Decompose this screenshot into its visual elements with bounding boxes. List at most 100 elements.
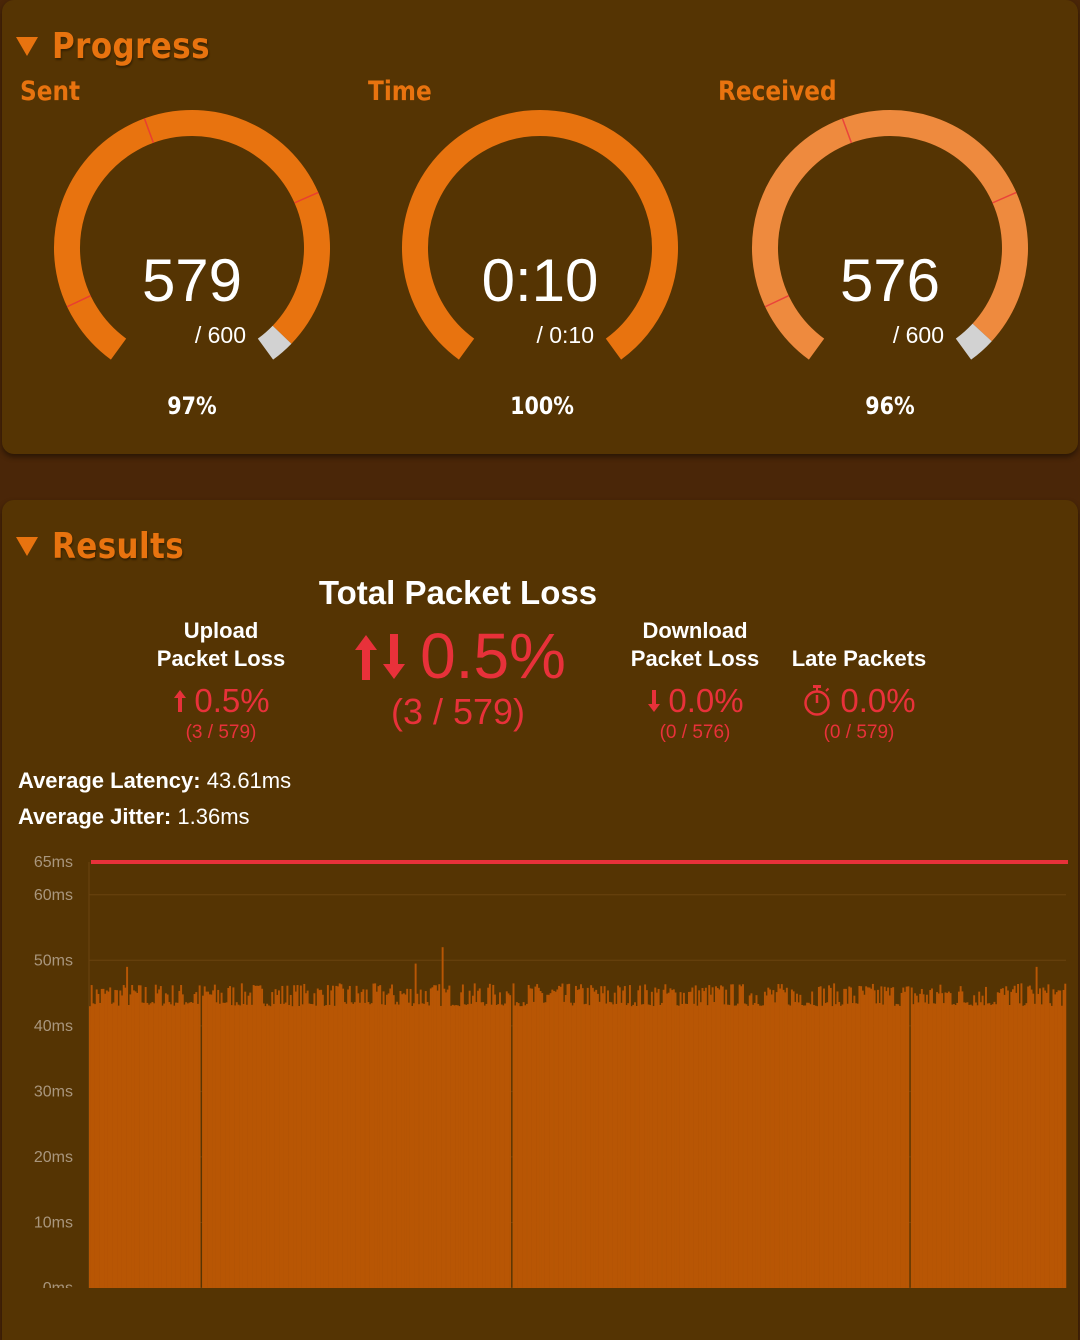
latency-bar xyxy=(247,995,250,1288)
latency-bar xyxy=(404,994,407,1288)
latency-bar xyxy=(114,989,117,1288)
latency-bar xyxy=(237,1004,240,1288)
latency-bar xyxy=(1006,990,1009,1288)
latency-bar xyxy=(434,985,437,1288)
latency-bar xyxy=(811,991,814,1288)
latency-bar xyxy=(289,994,292,1288)
latency-bar xyxy=(649,1005,652,1288)
latency-bar xyxy=(715,986,717,1288)
latency-bar xyxy=(1003,994,1006,1288)
latency-bar xyxy=(105,990,108,1288)
latency-bar xyxy=(865,986,868,1288)
latency-bar xyxy=(483,1005,486,1288)
latency-bar xyxy=(490,1004,493,1288)
latency-bar xyxy=(477,990,480,1288)
upload-loss-title-1: Upload xyxy=(183,618,259,643)
latency-bar xyxy=(676,1005,679,1288)
latency-bar xyxy=(946,993,949,1288)
latency-bar xyxy=(504,1003,507,1288)
latency-bar xyxy=(659,1004,662,1288)
latency-bar xyxy=(959,986,962,1288)
latency-bar xyxy=(1028,985,1031,1288)
latency-bar xyxy=(580,984,582,1288)
latency-bar xyxy=(433,985,436,1288)
latency-bar xyxy=(762,1005,765,1288)
latency-bar xyxy=(1013,985,1016,1288)
download-loss-detail: (0 / 576) xyxy=(659,722,731,743)
latency-bar xyxy=(1005,986,1008,1288)
latency-bar xyxy=(985,986,987,1288)
latency-bar xyxy=(721,986,724,1288)
latency-bar xyxy=(468,990,471,1288)
latency-bar xyxy=(148,1004,150,1288)
latency-bar xyxy=(682,992,685,1288)
latency-bar xyxy=(406,988,409,1288)
latency-bar xyxy=(654,987,657,1288)
latency-bar xyxy=(831,1006,834,1288)
latency-bar xyxy=(701,988,704,1288)
latency-bar xyxy=(790,989,793,1288)
latency-bar xyxy=(796,993,798,1288)
latency-bar xyxy=(536,984,539,1288)
latency-bar xyxy=(566,984,569,1288)
latency-bar xyxy=(799,994,802,1288)
latency-bar xyxy=(333,1005,336,1288)
latency-bar xyxy=(337,986,339,1288)
latency-bar xyxy=(925,994,928,1288)
latency-bar xyxy=(951,1004,954,1288)
latency-bar xyxy=(451,1004,454,1288)
latency-bar xyxy=(358,1002,361,1288)
latency-bar xyxy=(917,1002,920,1288)
progress-header[interactable]: Progress xyxy=(16,26,236,67)
latency-bar xyxy=(833,983,836,1288)
late-packets-detail: (0 / 579) xyxy=(823,722,895,743)
latency-bar xyxy=(343,1002,346,1288)
latency-bar xyxy=(1001,988,1004,1288)
latency-bar xyxy=(298,1005,301,1288)
latency-bar xyxy=(372,983,375,1288)
latency-bar xyxy=(632,1004,635,1288)
latency-bar xyxy=(661,1002,663,1288)
latency-bar xyxy=(706,1005,709,1288)
received-total: / 600 xyxy=(892,322,944,348)
latency-bar xyxy=(924,1002,927,1288)
latency-bar xyxy=(424,991,427,1288)
collapse-triangle-icon xyxy=(16,37,38,56)
latency-bar xyxy=(460,992,463,1288)
latency-bar xyxy=(657,988,660,1288)
latency-bar xyxy=(596,993,599,1288)
latency-bar xyxy=(898,1005,901,1288)
latency-bar xyxy=(708,985,711,1288)
latency-bar xyxy=(534,986,537,1288)
down-arrow-icon xyxy=(648,690,661,712)
latency-bar xyxy=(554,991,557,1288)
latency-bar xyxy=(828,985,831,1288)
latency-bar xyxy=(969,1004,972,1288)
latency-bar xyxy=(750,993,753,1288)
latency-bar xyxy=(625,1005,628,1288)
latency-bar xyxy=(176,1002,179,1288)
latency-bar xyxy=(266,1003,269,1288)
latency-bar xyxy=(213,984,216,1288)
latency-bar xyxy=(553,990,555,1288)
latency-bar xyxy=(210,994,213,1288)
average-latency-label: Average Latency: xyxy=(18,768,201,793)
latency-bar xyxy=(500,1004,503,1288)
latency-bar xyxy=(615,1003,618,1288)
latency-bar xyxy=(303,983,306,1288)
latency-bar xyxy=(450,1005,453,1288)
latency-bar xyxy=(731,984,734,1288)
download-loss-title-1: Download xyxy=(642,618,748,643)
latency-bar xyxy=(426,1001,429,1288)
latency-bar xyxy=(1010,991,1013,1288)
y-tick-label: 50ms xyxy=(34,952,73,969)
latency-bar xyxy=(350,1002,353,1288)
latency-bar xyxy=(124,987,127,1288)
latency-bar xyxy=(269,1006,272,1288)
latency-bar xyxy=(488,983,491,1288)
latency-bar xyxy=(900,992,903,1288)
latency-bar xyxy=(720,985,723,1288)
latency-bar xyxy=(423,1003,426,1288)
results-header[interactable]: Results xyxy=(16,526,206,567)
latency-bar xyxy=(920,988,923,1288)
